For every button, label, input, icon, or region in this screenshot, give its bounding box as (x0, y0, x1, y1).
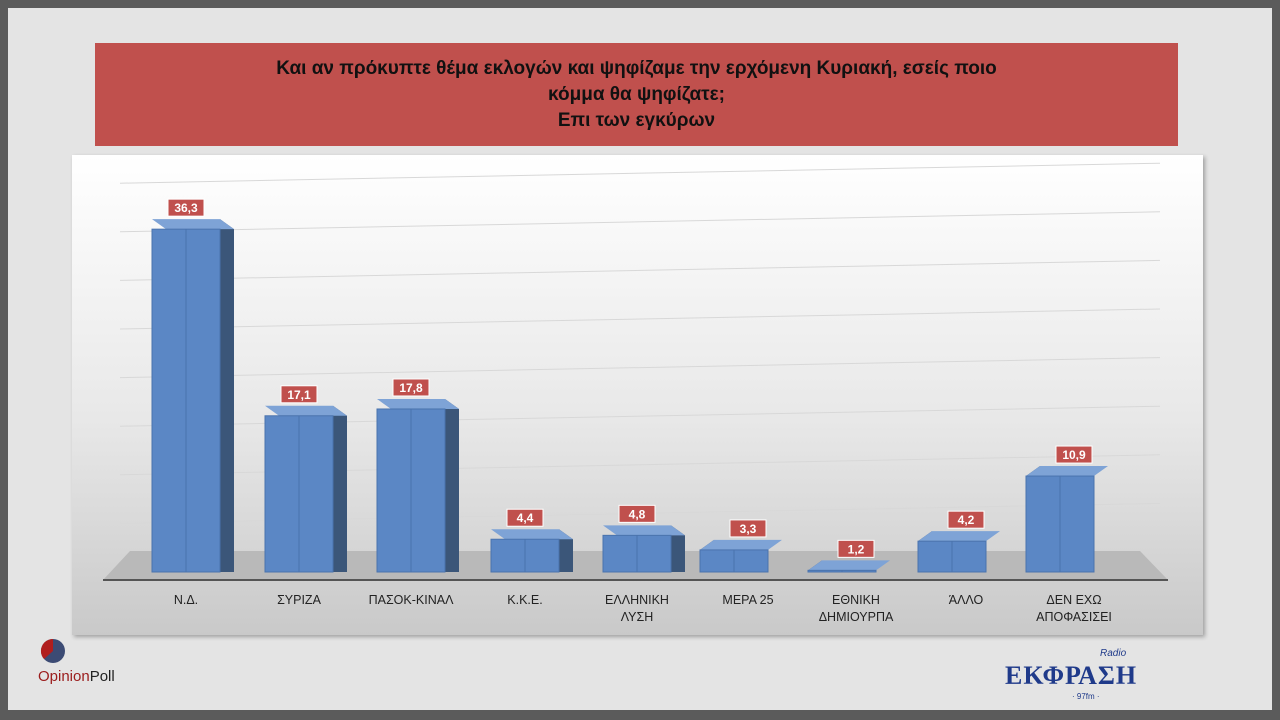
bar-side (333, 405, 347, 572)
data-label-box (280, 385, 318, 404)
bar-side (220, 219, 234, 572)
data-label: 17,1 (287, 388, 311, 402)
radio-ekfrasi-logo: ΕΚΦΡΑΣΗ (1005, 661, 1138, 690)
category-label-line: Κ.Κ.Ε. (507, 593, 543, 607)
category-label: ΆΛΛΟ (914, 592, 1018, 609)
category-label-line: Ν.Δ. (173, 593, 199, 607)
category-label-line: ΑΠΟΦΑΣΙΣΕΙ (1036, 610, 1112, 624)
title-line-1: Και αν πρόκυπτε θέμα εκλογών και ψηφίζαμ… (276, 57, 997, 79)
category-label: ΕΘΝΙΚΗ ΔΗΜΙΟΥΡΠΑ (804, 592, 908, 626)
data-label-box (506, 508, 544, 527)
data-label: 17,8 (399, 381, 423, 395)
category-label-line: ΔΗΜΙΟΥΡΠΑ (818, 610, 894, 624)
title-line-2: κόμμα θα ψηφίζατε; (548, 83, 725, 105)
bar-top (152, 219, 234, 230)
category-label: Κ.Κ.Ε. (473, 592, 577, 609)
category-label-line: ΛΥΣΗ (620, 610, 654, 624)
chart-title: Και αν πρόκυπτε θέμα εκλογών και ψηφίζαμ… (95, 43, 1178, 146)
gridline (119, 162, 1161, 184)
category-label: ΕΛΛΗΝΙΚΗ ΛΥΣΗ (585, 592, 689, 626)
data-label-box (947, 510, 985, 529)
bar-top (808, 560, 890, 571)
data-label: 4,4 (517, 511, 534, 525)
data-label: 4,2 (958, 513, 975, 527)
bar-top (491, 529, 573, 540)
category-label-line: ΕΛΛΗΝΙΚΗ (605, 593, 669, 607)
category-label-line: ΕΘΝΙΚΗ (832, 593, 880, 607)
data-label: 1,2 (848, 542, 865, 556)
category-label: ΜΕΡΑ 25 (696, 592, 800, 609)
bar-top (918, 531, 1000, 542)
data-label-box (837, 539, 875, 558)
category-label-line: ΣΥΡΙΖΑ (277, 593, 321, 607)
opinionpoll-logo-icon (40, 638, 65, 663)
radio-frequency: · 97fm · (1072, 692, 1100, 701)
category-label-line: ΠΑΣΟΚ-ΚΙΝΑΛ (368, 593, 454, 607)
data-label: 10,9 (1062, 448, 1086, 462)
bar-side (559, 529, 573, 572)
category-label-line: ΔΕΝ ΕΧΩ (1046, 593, 1102, 607)
bar-side (445, 398, 459, 572)
data-label-box (729, 519, 767, 538)
bar-top (265, 405, 347, 416)
title-line-3: Επι των εγκύρων (557, 109, 716, 131)
data-label-box (392, 378, 430, 397)
data-label: 36,3 (174, 201, 198, 215)
category-label-line: ΆΛΛΟ (948, 593, 984, 607)
gridline (119, 308, 1161, 330)
opinionpoll-logo: OpinionPoll (38, 668, 115, 685)
bar-top (1026, 466, 1108, 477)
category-label: ΠΑΣΟΚ-ΚΙΝΑΛ (359, 592, 463, 609)
category-label: Ν.Δ. (134, 592, 238, 609)
bar-top (700, 539, 782, 550)
bar-top (603, 525, 685, 536)
data-label-box (618, 504, 656, 523)
bar-top (377, 398, 459, 409)
data-label-box (1055, 445, 1093, 464)
category-label-line: ΜΕΡΑ 25 (722, 593, 774, 607)
gridline (119, 211, 1161, 233)
gridline (119, 259, 1161, 281)
data-label-box (167, 198, 205, 217)
data-label: 3,3 (740, 522, 757, 536)
data-label: 4,8 (629, 507, 646, 521)
radio-label: Radio (1100, 648, 1127, 659)
gridline (119, 357, 1161, 379)
category-label: ΣΥΡΙΖΑ (247, 592, 351, 609)
category-label: ΔΕΝ ΕΧΩ ΑΠΟΦΑΣΙΣΕΙ (1022, 592, 1126, 626)
bar-side (671, 525, 685, 572)
